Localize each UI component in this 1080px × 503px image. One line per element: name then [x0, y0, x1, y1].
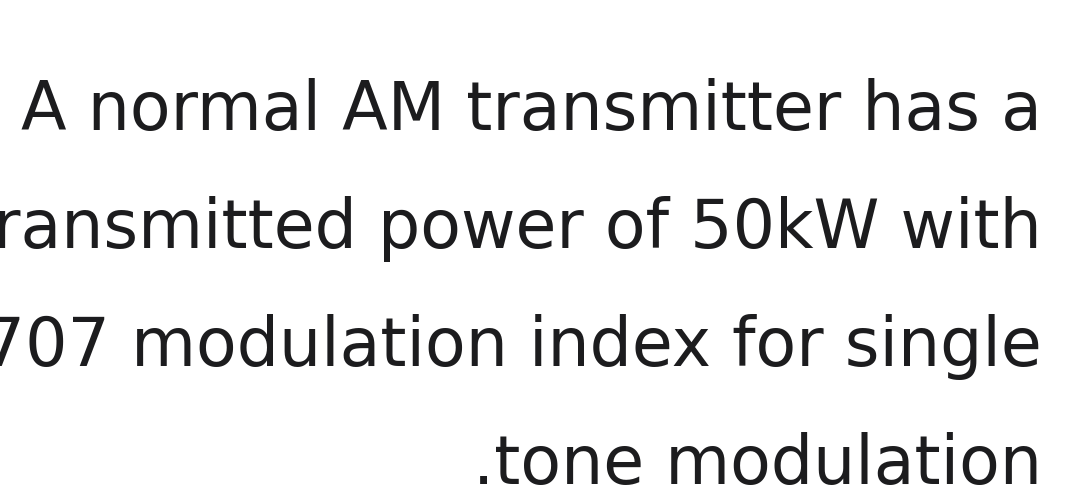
Text: transmitted power of 50kW with: transmitted power of 50kW with	[0, 196, 1042, 262]
Text: .tone modulation: .tone modulation	[473, 432, 1042, 498]
Text: A normal AM transmitter has a: A normal AM transmitter has a	[22, 77, 1042, 144]
Text: 0.707 modulation index for single: 0.707 modulation index for single	[0, 314, 1042, 380]
